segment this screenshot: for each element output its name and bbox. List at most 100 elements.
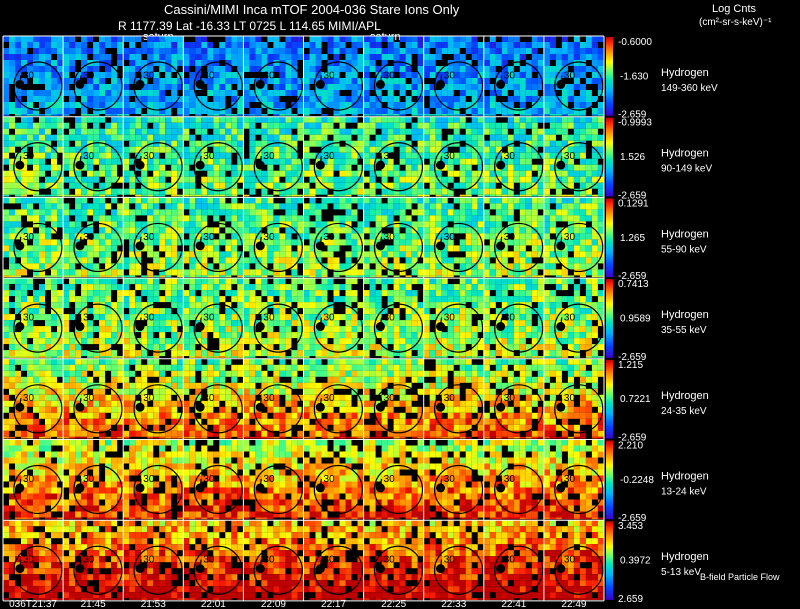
heatmap-pixel — [225, 188, 232, 195]
heatmap-pixel — [57, 338, 63, 345]
heatmap-pixel — [399, 78, 406, 84]
heatmap-pixel — [483, 158, 490, 165]
heatmap-pixel — [87, 128, 94, 135]
heatmap-pixel — [495, 72, 502, 78]
heatmap-pixel — [279, 314, 286, 321]
heatmap-pixel — [63, 275, 70, 278]
heatmap-pixel — [279, 233, 286, 240]
heatmap-pixel — [567, 308, 574, 315]
heatmap-pixel — [99, 194, 106, 197]
heatmap-pixel — [261, 308, 268, 315]
heatmap-pixel — [459, 158, 466, 165]
heatmap-pixel — [231, 102, 238, 108]
heatmap-pixel — [243, 263, 250, 270]
heatmap-pixel — [519, 128, 526, 135]
heatmap-pixel — [315, 54, 322, 60]
heatmap-pixel — [141, 302, 148, 309]
heatmap-pixel — [63, 332, 70, 339]
heatmap-pixel — [579, 221, 586, 228]
heatmap-pixel — [597, 188, 604, 195]
heatmap-pixel — [453, 209, 460, 216]
heatmap-pixel — [585, 314, 592, 321]
heatmap-pixel — [393, 308, 400, 315]
heatmap-pixel — [213, 164, 220, 171]
heatmap-pixel — [465, 152, 472, 159]
heatmap-pixel — [531, 140, 538, 147]
heatmap-pixel — [87, 326, 94, 333]
heatmap-pixel — [261, 122, 268, 129]
heatmap-pixel — [351, 275, 358, 278]
heatmap-pixel — [399, 284, 406, 291]
heatmap-pixel — [201, 284, 208, 291]
heatmap-pixel — [63, 356, 70, 358]
heatmap-pixel — [333, 326, 340, 333]
heatmap-pixel — [549, 102, 556, 108]
heatmap-pixel — [315, 251, 322, 258]
heatmap-pixel — [393, 164, 400, 171]
heatmap-pixel — [57, 42, 63, 48]
heatmap-pixel — [207, 356, 214, 358]
heatmap-pixel — [393, 239, 400, 246]
heatmap-pixel — [39, 332, 45, 339]
heatmap-panel: 30 — [63, 116, 124, 197]
heatmap-pixel — [27, 332, 33, 339]
heatmap-pixel — [63, 176, 70, 183]
heatmap-pixel — [99, 245, 106, 252]
heatmap-pixel — [33, 215, 39, 222]
heatmap-pixel — [519, 326, 526, 333]
heatmap-pixel — [267, 356, 274, 358]
heatmap-pixel — [489, 296, 496, 303]
heatmap-pixel — [213, 332, 220, 339]
heatmap-pixel — [273, 116, 280, 123]
heatmap-pixel — [237, 356, 244, 358]
heatmap-pixel — [27, 170, 33, 177]
heatmap-pixel — [459, 96, 466, 102]
heatmap-pixel — [357, 326, 364, 333]
heatmap-pixel — [339, 48, 346, 54]
heatmap-pixel — [279, 332, 286, 339]
heatmap-pixel — [315, 296, 322, 303]
heatmap-pixel — [303, 215, 310, 222]
heatmap-pixel — [561, 72, 568, 78]
heatmap-pixel — [141, 146, 148, 153]
heatmap-pixel — [495, 308, 502, 315]
heatmap-pixel — [45, 338, 51, 345]
heatmap-pixel — [369, 42, 376, 48]
heatmap-pixel — [231, 278, 238, 285]
heatmap-pixel — [339, 188, 346, 195]
heatmap-pixel — [567, 84, 574, 90]
heatmap-pixel — [345, 116, 352, 123]
heatmap-pixel — [177, 102, 184, 108]
heatmap-pixel — [339, 215, 346, 222]
heatmap-pixel — [441, 233, 448, 240]
heatmap-pixel — [315, 152, 322, 159]
heatmap-pixel — [351, 350, 358, 357]
heatmap-pixel — [561, 42, 568, 48]
heatmap-pixel — [273, 84, 280, 90]
heatmap-pixel — [279, 134, 286, 141]
heatmap-pixel — [201, 164, 208, 171]
heatmap-pixel — [351, 158, 358, 165]
heatmap-pixel — [141, 96, 148, 102]
heatmap-pixel — [441, 302, 448, 309]
heatmap-panel: 30 — [3, 116, 63, 197]
heatmap-pixel — [489, 227, 496, 234]
heatmap-pixel — [285, 194, 292, 197]
heatmap-pixel — [195, 42, 202, 48]
heatmap-pixel — [585, 239, 592, 246]
heatmap-pixel — [351, 263, 358, 270]
heatmap-pixel — [195, 116, 202, 123]
heatmap-pixel — [285, 284, 292, 291]
heatmap-pixel — [261, 302, 268, 309]
heatmap-pixel — [333, 48, 340, 54]
heatmap-pixel — [165, 257, 172, 264]
heatmap-pixel — [255, 128, 262, 135]
heatmap-pixel — [57, 302, 63, 309]
heatmap-pixel — [393, 290, 400, 297]
heatmap-pixel — [417, 36, 424, 42]
heatmap-pixel — [93, 170, 100, 177]
heatmap-pixel — [303, 221, 310, 228]
heatmap-pixel — [93, 60, 100, 66]
heatmap-panel: 30 — [243, 116, 304, 197]
heatmap-pixel — [249, 251, 256, 258]
